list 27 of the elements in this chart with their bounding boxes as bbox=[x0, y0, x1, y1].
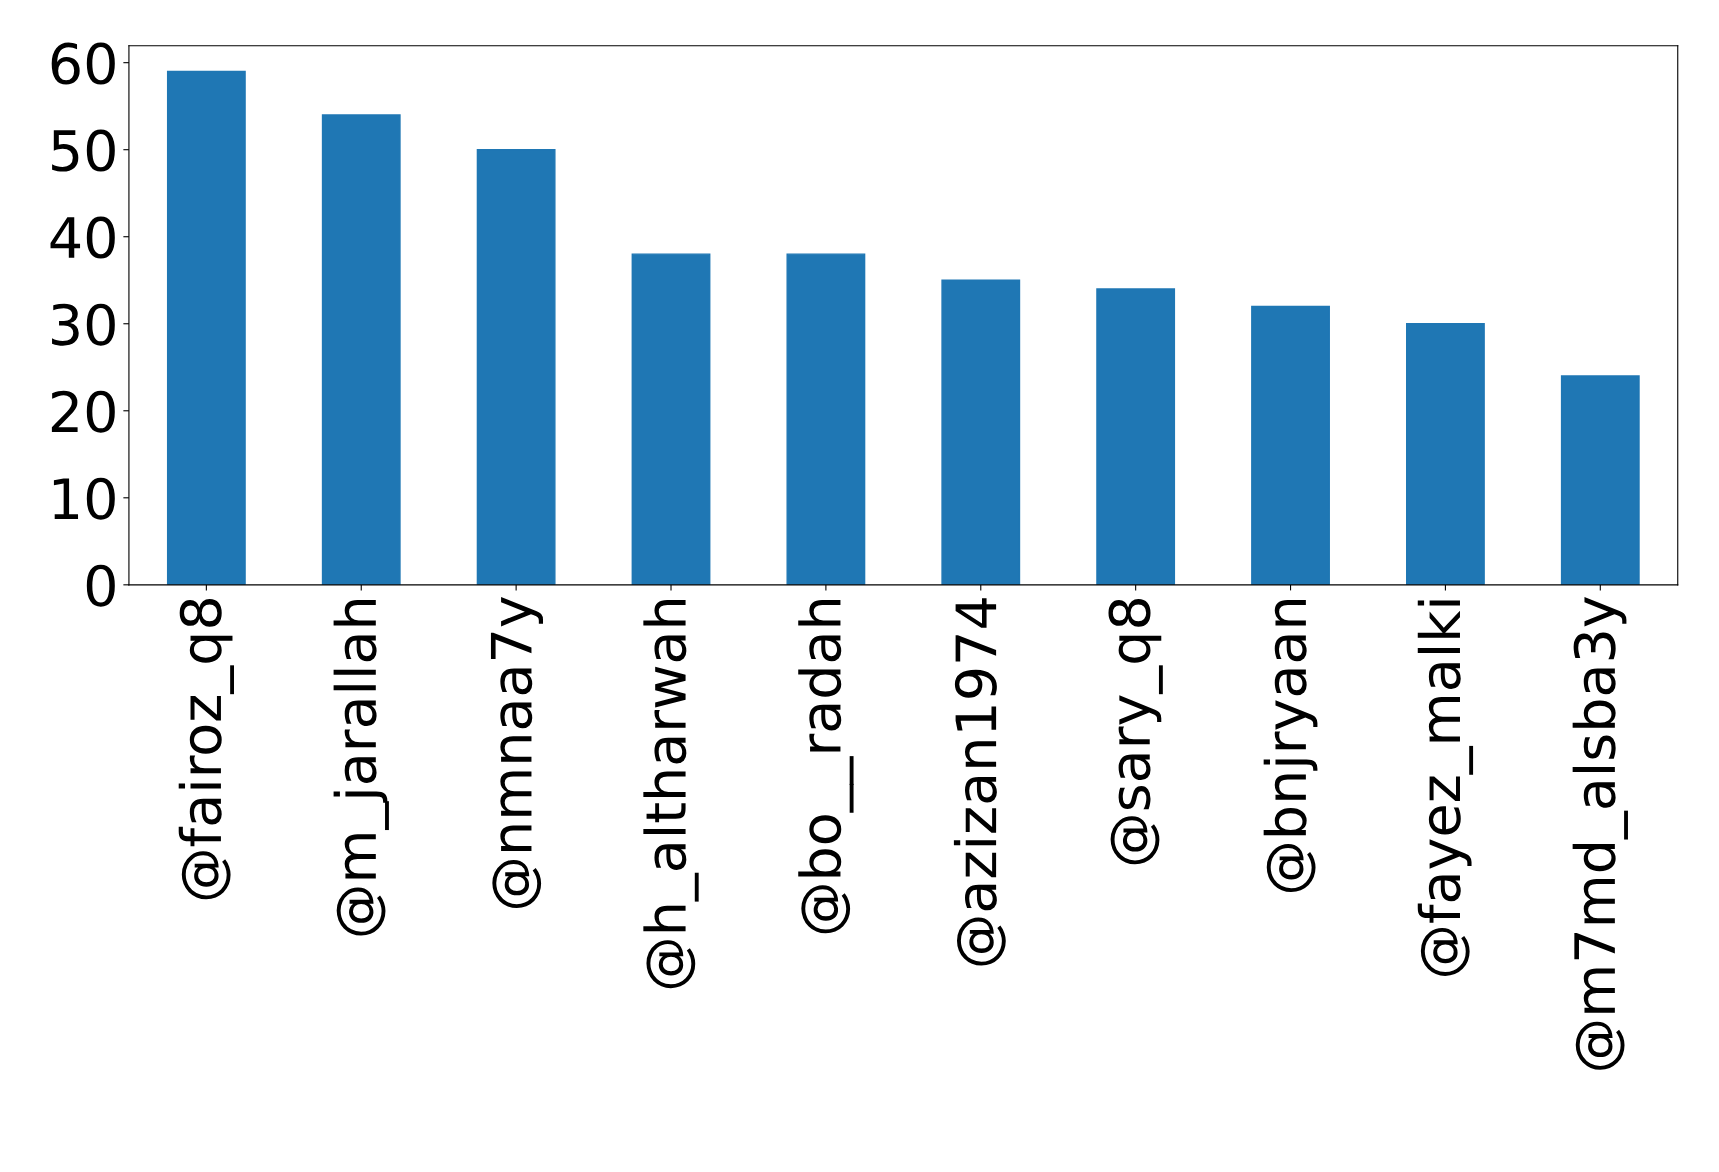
y-tick-label: 50 bbox=[52, 129, 115, 172]
bar bbox=[1406, 323, 1485, 585]
x-tick-label: @bnjryaan bbox=[1263, 599, 1318, 893]
y-tick-label: 60 bbox=[51, 42, 115, 85]
bar bbox=[786, 253, 866, 585]
bar bbox=[476, 149, 556, 585]
x-tick-label: @nmnaa7y bbox=[490, 596, 544, 908]
bar bbox=[631, 253, 711, 585]
x-tick-label: @sary_q8 bbox=[1108, 599, 1163, 865]
bar bbox=[1560, 375, 1640, 585]
bar bbox=[941, 279, 1021, 585]
y-tick-label: 20 bbox=[51, 390, 115, 433]
y-tick-label: 40 bbox=[50, 216, 115, 259]
x-tick-label: @m7md_alsba3y bbox=[1572, 596, 1628, 1070]
bar bbox=[1096, 288, 1176, 585]
y-tick-label: 10 bbox=[53, 477, 115, 520]
x-tick-label: @azizan1974 bbox=[953, 598, 1006, 966]
x-tick-label: @fairoz_q8 bbox=[178, 599, 235, 900]
bar bbox=[166, 70, 246, 585]
x-tick-label: @bo__radah bbox=[798, 599, 854, 934]
y-tick-label: 30 bbox=[52, 303, 115, 346]
bar bbox=[321, 114, 401, 585]
x-tick-label: @m_jarallah bbox=[333, 599, 389, 936]
x-tick-label: @fayez_malki bbox=[1417, 600, 1474, 976]
y-tick-label: 0 bbox=[86, 564, 115, 607]
bar bbox=[1251, 305, 1330, 585]
x-tick-label: @h_altharwah bbox=[643, 599, 699, 989]
